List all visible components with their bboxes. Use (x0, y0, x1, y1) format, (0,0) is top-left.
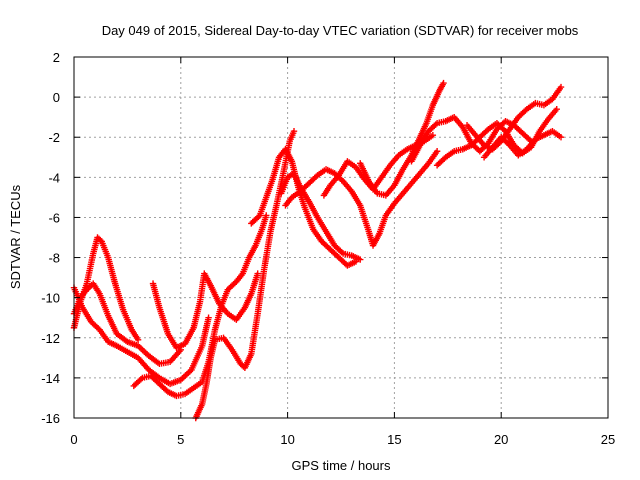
x-tick-label: 5 (177, 432, 184, 447)
y-tick-label: -10 (41, 291, 60, 306)
data-series (70, 79, 565, 422)
y-tick-label: -16 (41, 411, 60, 426)
series-arc-11 (357, 79, 447, 199)
x-tick-label: 25 (601, 432, 615, 447)
chart-title: Day 049 of 2015, Sidereal Day-to-day VTE… (102, 23, 579, 38)
y-tick-label: 0 (53, 90, 60, 105)
series-arc-8 (277, 170, 364, 263)
data-point (254, 270, 261, 277)
data-point (357, 256, 364, 263)
data-point (97, 236, 104, 244)
series-arc-5 (149, 270, 261, 352)
data-point (263, 212, 270, 219)
data-point (557, 83, 565, 91)
x-tick-label: 0 (70, 432, 77, 447)
data-point (553, 105, 560, 113)
series-arc-1 (70, 234, 142, 343)
data-point (440, 79, 447, 87)
data-point (338, 249, 345, 256)
x-axis-label: GPS time / hours (292, 458, 391, 473)
series-arc-6 (192, 128, 298, 422)
data-point (137, 376, 145, 383)
data-point (432, 121, 439, 128)
x-tick-label: 20 (494, 432, 508, 447)
x-tick-label: 15 (387, 432, 401, 447)
data-point (205, 314, 212, 321)
y-tick-label: -14 (41, 371, 60, 386)
data-point (290, 128, 298, 135)
y-tick-label: -6 (48, 210, 60, 225)
data-point (505, 140, 512, 148)
data-point (429, 132, 437, 139)
data-point (255, 213, 262, 220)
data-point (338, 176, 345, 184)
series-arc-9 (282, 148, 441, 249)
y-tick-label: 2 (53, 50, 60, 65)
data-point (557, 134, 565, 141)
data-point (134, 336, 142, 343)
y-axis-label: SDTVAR / TECUs (8, 184, 23, 289)
plot-frame (73, 56, 609, 419)
y-tick-label: -4 (48, 170, 60, 185)
data-point (433, 148, 441, 155)
series-arc-15 (480, 128, 565, 161)
y-tick-label: -8 (48, 251, 60, 266)
y-tick-label: -2 (48, 130, 60, 145)
y-tick-label: -12 (41, 331, 60, 346)
x-tick-label: 10 (280, 432, 294, 447)
